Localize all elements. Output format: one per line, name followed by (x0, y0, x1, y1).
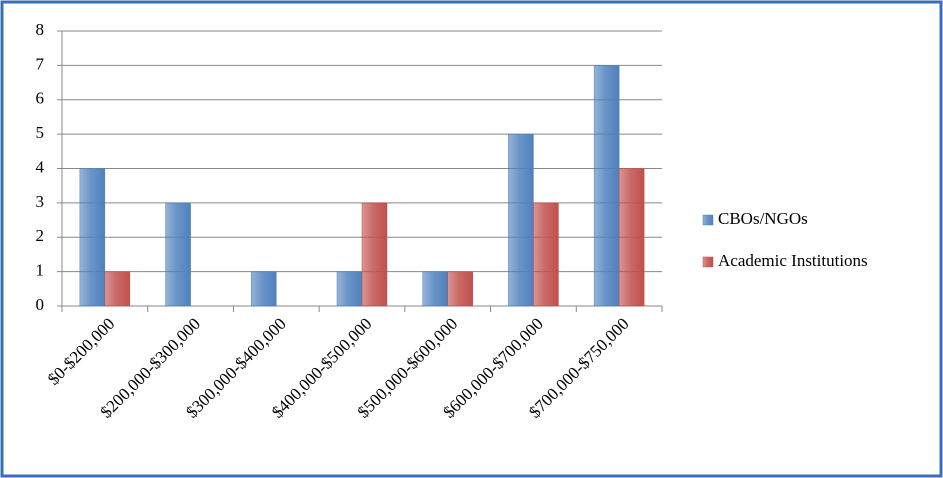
bar (508, 133, 534, 307)
bar (104, 271, 131, 307)
bar (422, 271, 448, 307)
y-tick-label: 5 (36, 123, 45, 142)
y-tick-label: 2 (36, 226, 45, 245)
y-tick-label: 7 (36, 54, 45, 73)
legend-label: CBOs/NGOs (718, 209, 808, 228)
bar (361, 202, 388, 307)
bar (618, 168, 645, 307)
legend-swatch (702, 214, 714, 226)
y-tick-label: 3 (36, 192, 45, 211)
bar (336, 271, 363, 307)
y-tick-label: 0 (36, 295, 45, 314)
bar (251, 271, 277, 307)
bar (533, 202, 559, 307)
bar (593, 65, 620, 307)
y-tick-label: 4 (36, 157, 45, 176)
legend-swatch (702, 256, 714, 268)
bar (165, 202, 191, 307)
y-tick-label: 1 (36, 261, 45, 280)
bar (79, 168, 106, 307)
bar (447, 271, 473, 307)
y-tick-label: 6 (36, 89, 45, 108)
y-tick-label: 8 (36, 20, 45, 39)
legend-label: Academic Institutions (718, 251, 868, 270)
